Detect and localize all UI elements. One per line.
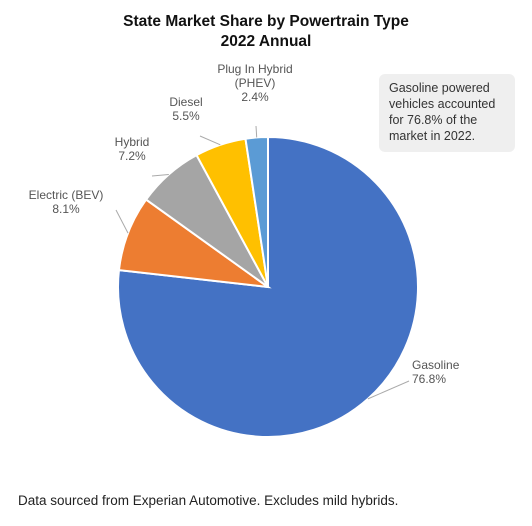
chart-subtitle: 2022 Annual	[220, 33, 312, 50]
slice-category-label: Diesel	[169, 95, 202, 109]
leader-line	[255, 125, 258, 138]
slice-value-label: 5.5%	[172, 109, 200, 123]
leader-line	[367, 380, 410, 400]
footnote: Data sourced from Experian Automotive. E…	[18, 493, 399, 508]
slice-category-label: Gasoline	[412, 358, 460, 372]
slice-value-label: 2.4%	[241, 90, 269, 104]
slice-value-label: 7.2%	[118, 149, 146, 163]
slice-category-label: Electric (BEV)	[29, 188, 104, 202]
chart-title: State Market Share by Powertrain Type	[123, 13, 409, 30]
slice-category-label: Plug In Hybrid	[217, 62, 292, 76]
slice-category-label: (PHEV)	[235, 76, 276, 90]
slice-value-label: 8.1%	[52, 202, 80, 216]
annotation-callout: Gasoline powered vehicles accounted for …	[379, 74, 515, 152]
slice-category-label: Hybrid	[115, 135, 150, 149]
chart-title-block: State Market Share by Powertrain Type 20…	[0, 12, 532, 52]
leader-line	[115, 209, 129, 234]
leader-line	[151, 173, 169, 177]
slice-value-label: 76.8%	[412, 372, 446, 386]
leader-line	[199, 135, 221, 146]
